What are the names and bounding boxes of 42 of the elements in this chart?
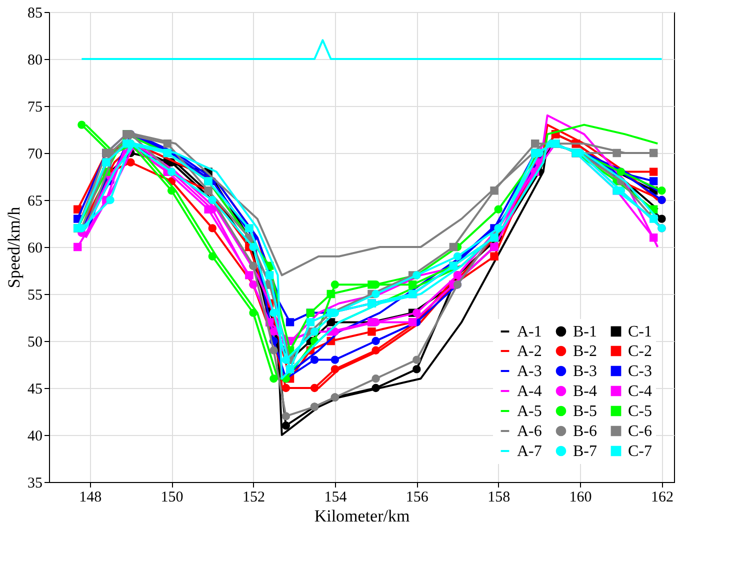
legend-label: B-7 [573, 443, 597, 460]
legend-label: B-1 [573, 323, 597, 340]
legend-label: A-7 [517, 443, 542, 460]
x-tick-label: 162 [650, 490, 674, 506]
x-tick-label: 160 [569, 490, 592, 506]
legend-label: C-5 [628, 403, 652, 420]
legend-label: C-7 [628, 443, 652, 460]
y-tick-label: 80 [28, 52, 42, 68]
y-axis-title: Speed/km/h [4, 206, 24, 288]
legend-label: A-2 [517, 343, 542, 360]
y-tick-label: 40 [28, 428, 42, 444]
y-tick-label: 85 [28, 6, 42, 22]
y-tick-label: 70 [28, 146, 42, 162]
legend-label: A-4 [517, 383, 542, 400]
x-tick-label: 150 [160, 490, 184, 506]
x-tick-label: 158 [488, 490, 510, 506]
y-tick-label: 35 [28, 476, 42, 492]
legend-label: B-2 [573, 343, 597, 360]
y-tick-label: 65 [28, 194, 42, 210]
legend-label: C-4 [628, 383, 652, 400]
legend-label: A-5 [517, 403, 542, 420]
legend-label: B-3 [573, 363, 597, 380]
y-tick-label: 55 [28, 288, 42, 304]
x-tick-label: 154 [324, 490, 348, 506]
x-tick-label: 156 [406, 490, 429, 506]
x-tick-label: 148 [79, 490, 102, 506]
y-tick-label: 45 [28, 382, 42, 398]
legend-label: A-1 [517, 324, 542, 340]
legend-label: B-6 [573, 423, 597, 440]
y-tick-label: 50 [28, 334, 42, 350]
legend-label: B-4 [573, 383, 597, 400]
x-tick-label: 152 [242, 490, 265, 506]
y-tick-label: 60 [28, 240, 42, 256]
x-axis-title: Kilometer/km [314, 506, 410, 526]
legend-label: C-1 [628, 323, 652, 340]
legend-label: C-2 [628, 343, 652, 360]
legend-label: C-3 [628, 363, 652, 380]
y-tick-label: 75 [28, 100, 42, 116]
legend-label: C-6 [628, 423, 652, 440]
legend-label: A-3 [517, 363, 542, 380]
legend-label: B-5 [573, 403, 597, 420]
legend-label: A-6 [517, 423, 542, 440]
